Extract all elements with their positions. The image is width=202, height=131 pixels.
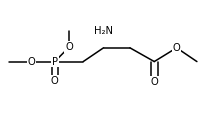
Text: O: O [27,57,35,67]
Text: O: O [65,42,73,52]
Text: O: O [172,43,180,53]
Text: O: O [150,77,157,87]
Text: H₂N: H₂N [94,26,113,36]
Text: O: O [51,76,58,86]
Text: P: P [52,57,58,67]
